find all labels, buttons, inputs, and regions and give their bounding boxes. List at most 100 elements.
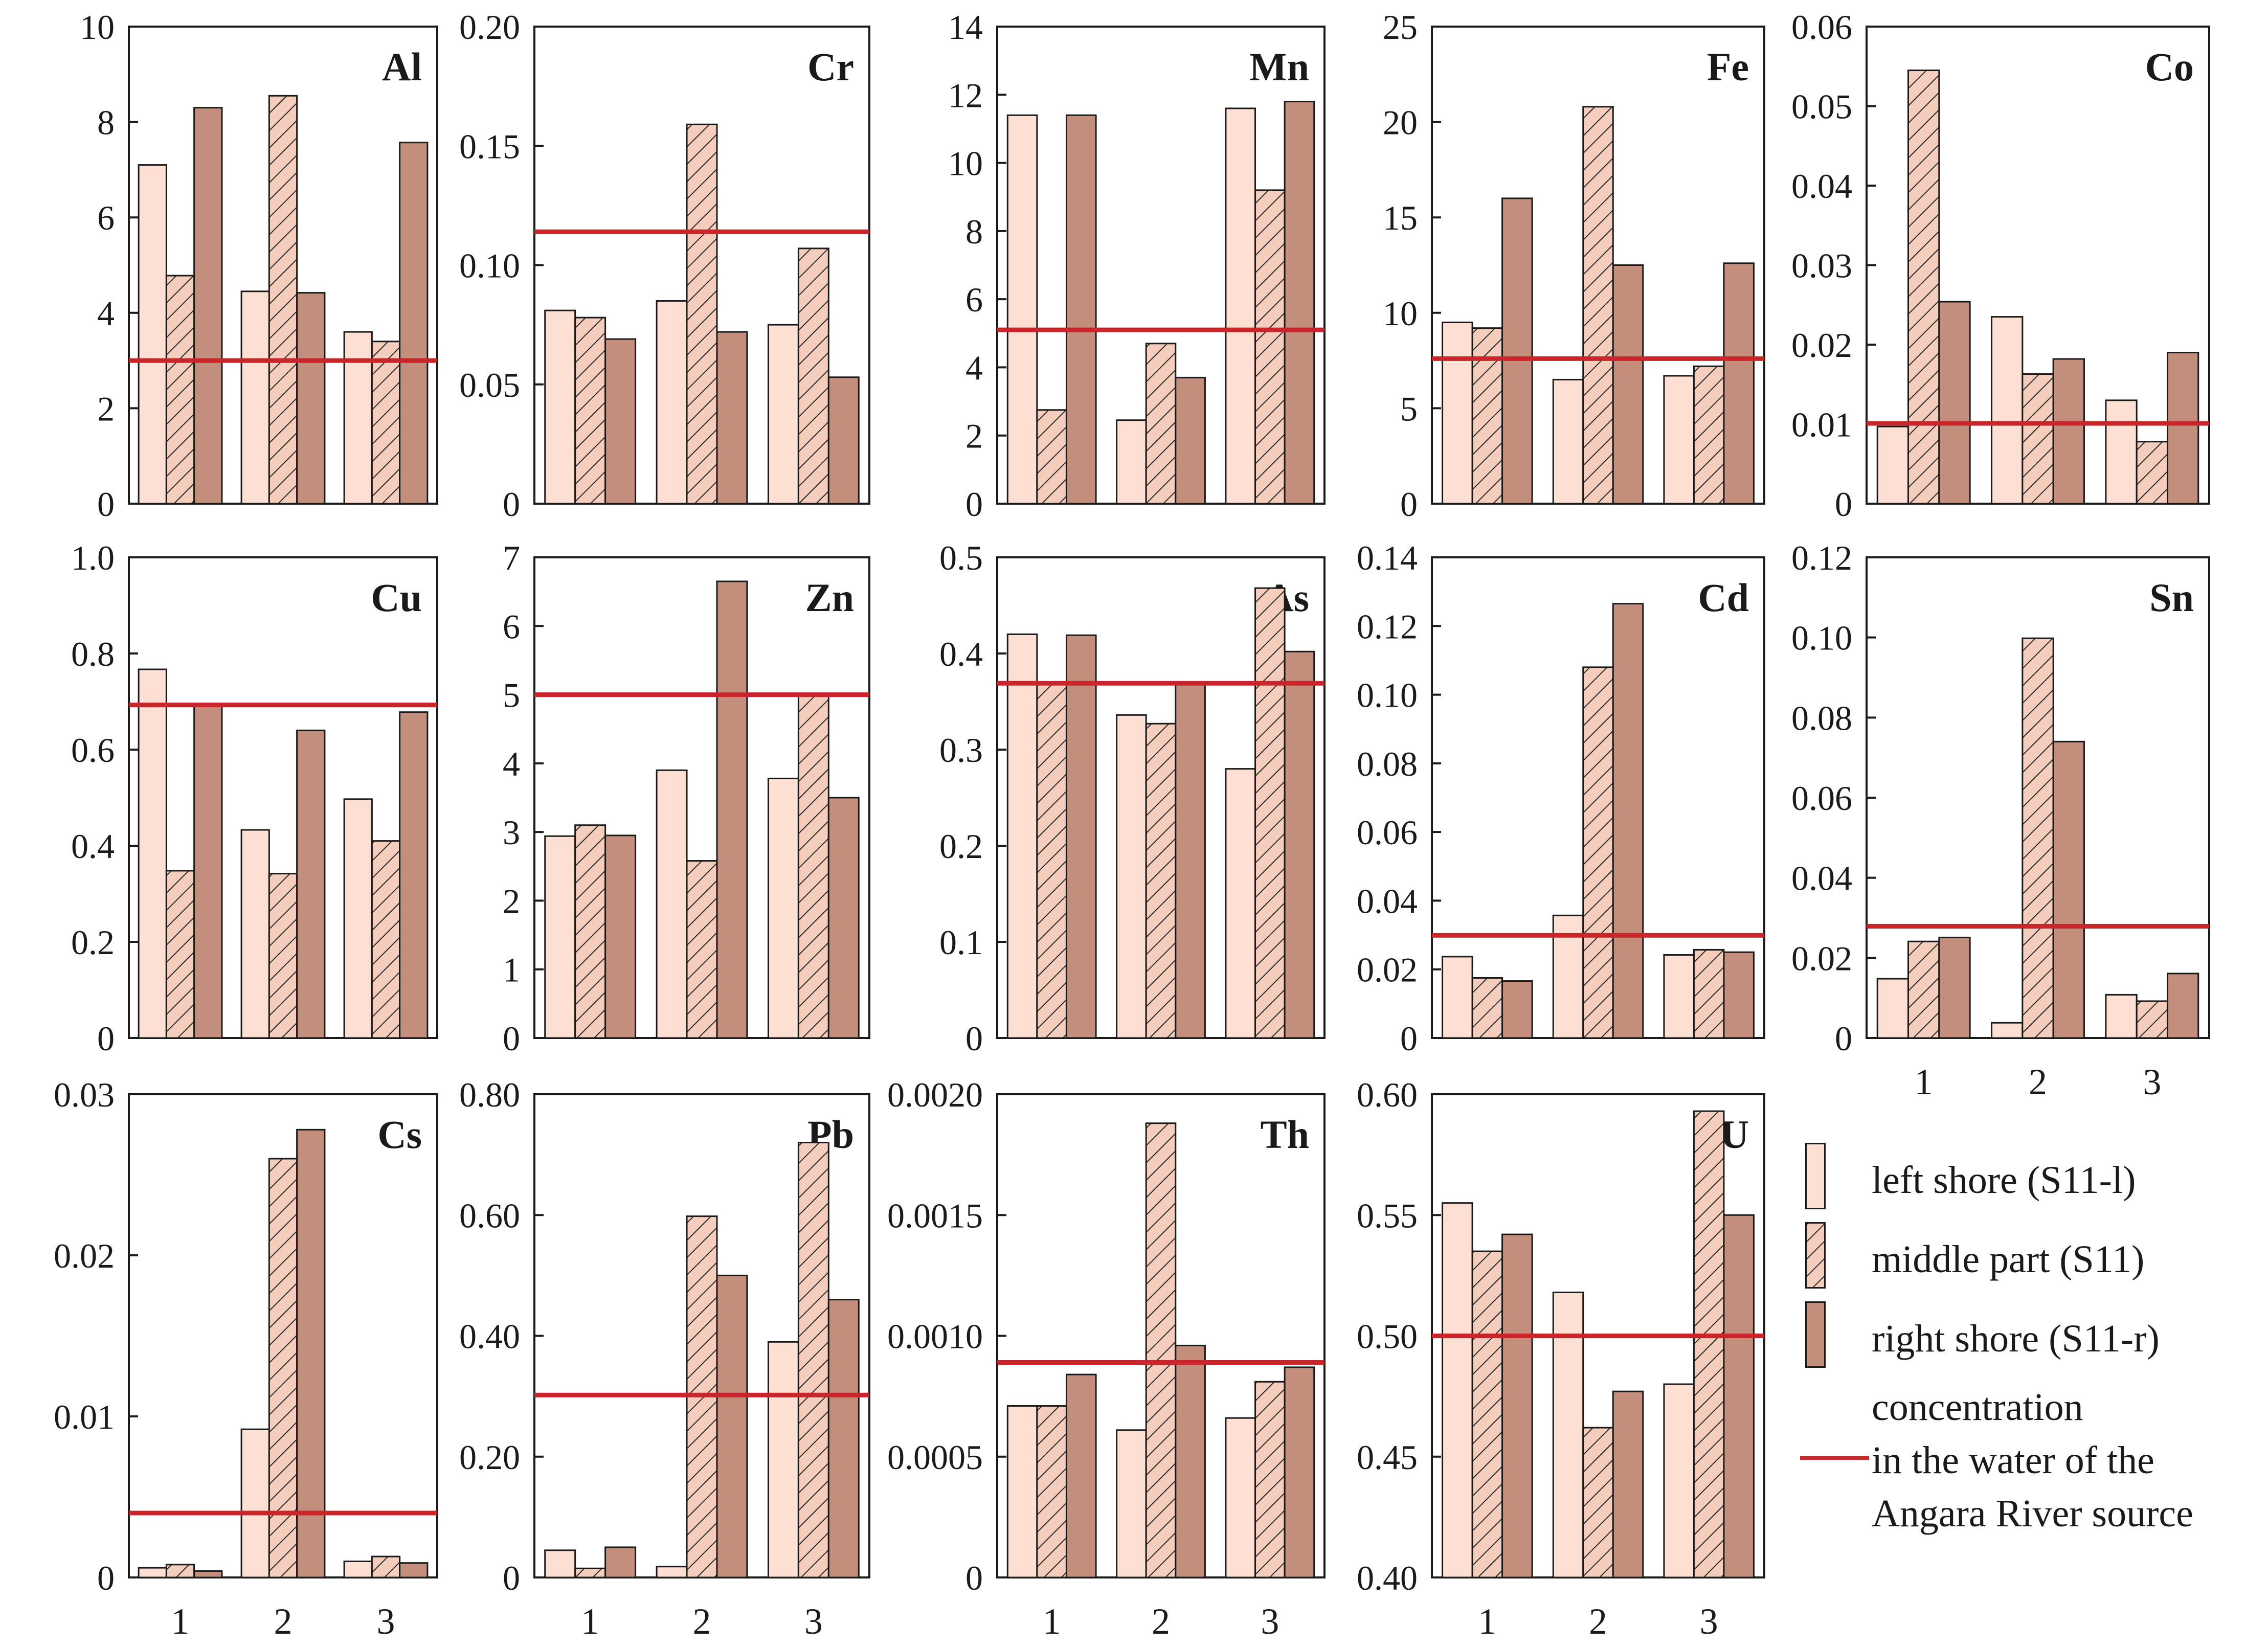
bar-left-shore [767, 777, 799, 1039]
chart-Co: 0 0.01 0.02 0.03 0.04 0.05 0.06 Co [1791, 8, 2210, 524]
y-tick-label: 0.0005 [887, 1438, 983, 1477]
legend-reference-line3: Angara River source [1872, 1492, 2193, 1535]
y-tick-label: 0 [503, 1559, 520, 1597]
y-tick-label: 0.10 [1791, 619, 1852, 658]
legend-item-reference: concentration in the water of the Angara… [1800, 1381, 2260, 1535]
chart-Zn: 0 1 2 3 4 5 6 7 Zn [503, 538, 870, 1058]
y-tick-label: 0.1 [939, 923, 983, 962]
bar-left-shore [2105, 399, 2138, 505]
bar-right-shore [1501, 1233, 1533, 1578]
bar-left-shore [1006, 1405, 1038, 1578]
y-tick-label: 0.01 [54, 1397, 115, 1436]
y-tick-label: 10 [1383, 294, 1418, 333]
y-tick-label: 6 [965, 280, 983, 319]
bar-right-shore [1175, 1344, 1206, 1578]
y-tick-label: 0 [965, 1559, 983, 1597]
legend-label-left: left shore (S11-l) [1872, 1159, 2136, 1202]
y-tick-label: 0.3 [939, 731, 983, 770]
chart-title: U [1720, 1112, 1749, 1157]
y-tick-label: 15 [1383, 198, 1418, 237]
legend-label-middle: middle part (S11) [1872, 1238, 2145, 1281]
y-tick-label: 0 [1400, 485, 1418, 524]
legend-label-reference: concentration in the water of the Angara… [1872, 1381, 2193, 1540]
bar-left-shore [1663, 954, 1695, 1039]
bar-right-shore [1501, 197, 1533, 505]
bar-middle-part [1145, 1122, 1177, 1578]
chart-Fe: 0 5 10 15 20 25 Fe [1383, 8, 1765, 524]
y-tick-label: 10 [948, 144, 983, 183]
y-tick-label: 0 [503, 485, 520, 524]
bar-right-shore [2166, 973, 2199, 1039]
legend-item-left: left shore (S11-l) [1800, 1140, 2260, 1212]
x-tick-label: 3 [377, 1601, 395, 1642]
bar-middle-part [1036, 409, 1067, 505]
bar-left-shore [1876, 425, 1910, 505]
bar-middle-part [1582, 106, 1614, 505]
bar-right-shore [716, 580, 748, 1039]
x-tick-label: 2 [2029, 1062, 2047, 1102]
y-tick-label: 0.08 [1791, 698, 1852, 737]
y-tick-label: 0.05 [459, 366, 520, 404]
x-tick-label: 3 [804, 1601, 823, 1642]
y-tick-label: 0.55 [1357, 1196, 1418, 1235]
y-tick-label: 10 [80, 8, 115, 47]
x-tick-label: 3 [2143, 1062, 2161, 1102]
bar-middle-part [371, 341, 401, 505]
y-tick-label: 4 [97, 294, 115, 333]
y-tick-label: 0 [965, 1019, 983, 1058]
y-tick-label: 0.40 [459, 1317, 520, 1356]
bar-middle-part [1907, 70, 1940, 505]
bar-middle-part [1471, 977, 1503, 1039]
chart-title: Cd [1698, 575, 1749, 620]
y-tick-label: 0.8 [71, 635, 115, 673]
bar-middle-part [1254, 189, 1286, 505]
bar-left-shore [1663, 1383, 1695, 1578]
bar-left-shore [343, 1561, 373, 1578]
chart-U: 0.40 0.45 0.50 0.55 0.60 U 1 2 3 [1357, 1075, 1765, 1642]
bar-middle-part [1693, 1110, 1725, 1578]
y-tick-label: 5 [503, 676, 520, 715]
y-tick-label: 0.12 [1791, 538, 1852, 577]
y-tick-label: 0 [97, 485, 115, 524]
bar-middle-part [1907, 940, 1940, 1039]
legend-item-middle: middle part (S11) [1800, 1220, 2260, 1291]
y-tick-label: 8 [965, 212, 983, 251]
bar-middle-part [574, 1567, 607, 1578]
bar-left-shore [1663, 375, 1695, 505]
bar-right-shore [399, 142, 429, 505]
y-tick-label: 0.05 [1791, 87, 1852, 126]
x-tick-label: 1 [171, 1601, 190, 1642]
bar-right-shore [1723, 262, 1755, 505]
x-tick-label: 2 [1589, 1601, 1607, 1642]
y-tick-label: 20 [1383, 103, 1418, 142]
bar-right-shore [1065, 1373, 1097, 1578]
x-tick-label: 3 [1700, 1601, 1718, 1642]
chart-title: Al [382, 44, 422, 89]
bar-middle-part [1693, 949, 1725, 1039]
bar-middle-part [797, 1142, 829, 1578]
bar-left-shore [656, 1566, 688, 1578]
bar-right-shore [2052, 358, 2085, 505]
y-tick-label: 4 [503, 744, 520, 783]
bar-left-shore [544, 835, 576, 1039]
y-tick-label: 0.04 [1791, 167, 1852, 206]
bar-right-shore [1612, 1390, 1644, 1578]
y-tick-label: 0.0010 [887, 1317, 983, 1356]
bar-left-shore [138, 668, 167, 1039]
bar-right-shore [1284, 1366, 1315, 1578]
y-tick-label: 0.04 [1357, 882, 1418, 920]
chart-Cd: 0 0.02 0.04 0.06 0.08 0.10 0.12 0.14 Cd [1357, 538, 1765, 1058]
bar-middle-part [2022, 373, 2054, 505]
bar-right-shore [604, 834, 637, 1039]
y-tick-label: 6 [503, 607, 520, 646]
bar-right-shore [399, 1562, 429, 1578]
bar-left-shore [1006, 633, 1038, 1039]
bar-left-shore [343, 331, 373, 505]
y-tick-label: 0.02 [54, 1236, 115, 1275]
y-tick-label: 0.2 [939, 827, 983, 866]
legend-swatch-middle [1805, 1222, 1826, 1289]
chart-Th: 0 0.0005 0.0010 0.0015 0.0020 Th 1 2 3 [887, 1075, 1326, 1642]
x-tick-label: 1 [1043, 1601, 1061, 1642]
y-tick-label: 0.04 [1791, 859, 1852, 898]
